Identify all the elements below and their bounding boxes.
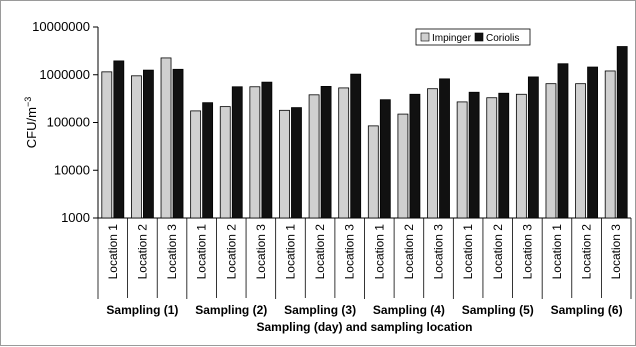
y-axis-title: CFU/m−3 (23, 97, 39, 148)
y-tick-label: 1000 (61, 210, 90, 225)
x-group-label: Sampling (3) (284, 303, 356, 317)
bar-coriolis (261, 81, 273, 219)
x-category-label: Location 3 (432, 224, 446, 280)
bar-impinger (190, 110, 202, 219)
bar-impinger (131, 75, 142, 219)
bar-impinger (101, 71, 113, 219)
x-category-labels: Location 1 Location 2 Location 3 Location 1… (106, 224, 623, 280)
x-group-labels: Sampling (1) Sampling (2) Sampling (3) Samp… (106, 303, 622, 317)
bar-impinger (308, 94, 320, 219)
y-tick-labels: 1000 10000 100000 1000000 10000000 (32, 19, 90, 225)
bar-coriolis (468, 91, 480, 219)
bar-impinger (545, 83, 557, 219)
axis-lines (93, 26, 632, 299)
bar-coriolis (409, 93, 421, 219)
x-category-label: Location 1 (550, 224, 564, 280)
y-tick-label: 10000000 (32, 19, 90, 34)
bar-coriolis (557, 63, 569, 219)
x-category-label: Location 2 (580, 224, 594, 280)
x-group-label: Sampling (6) (551, 303, 623, 317)
x-category-label: Location 2 (313, 224, 327, 280)
x-category-label: Location 3 (165, 224, 179, 280)
bar-coriolis (439, 78, 450, 219)
x-group-label: Sampling (5) (462, 303, 534, 317)
x-category-label: Location 2 (135, 224, 149, 280)
bar-impinger (397, 113, 409, 219)
bar-coriolis (498, 92, 510, 219)
x-category-label: Location 3 (254, 224, 268, 280)
bar-coriolis (616, 46, 628, 219)
x-category-label: Location 1 (461, 224, 475, 280)
bar-coriolis (231, 86, 243, 219)
bars (101, 46, 628, 219)
legend-label-impinger: Impinger (432, 33, 472, 44)
bar-coriolis (113, 60, 125, 219)
bar-coriolis (291, 107, 302, 219)
x-category-label: Location 2 (491, 224, 505, 280)
bar-coriolis (587, 66, 598, 219)
y-axis-title-unit: CFU/m (24, 107, 39, 148)
bar-coriolis (350, 73, 362, 219)
bar-coriolis (320, 86, 332, 219)
y-tick-label: 10000 (54, 162, 90, 177)
bar-impinger (367, 125, 379, 219)
bar-impinger (427, 88, 438, 219)
x-group-label: Sampling (1) (106, 303, 178, 317)
x-category-label: Location 3 (609, 224, 623, 280)
y-axis-title-exponent: −3 (23, 97, 33, 107)
bar-impinger (249, 86, 261, 219)
legend: Impinger Coriolis (415, 28, 531, 46)
x-category-label: Location 2 (224, 224, 238, 280)
bar-impinger (456, 101, 468, 219)
legend-label-coriolis: Coriolis (486, 33, 519, 44)
legend-swatch-coriolis (474, 32, 484, 42)
x-category-label: Location 2 (402, 224, 416, 280)
bar-coriolis (202, 102, 214, 219)
y-tick-label: 100000 (47, 115, 90, 130)
bar-impinger (279, 109, 290, 219)
y-tick-label: 1000000 (39, 67, 90, 82)
x-group-label: Sampling (2) (195, 303, 267, 317)
x-category-label: Location 1 (283, 224, 297, 280)
bar-coriolis (379, 99, 391, 219)
x-category-label: Location 3 (520, 224, 534, 280)
bar-impinger (515, 93, 527, 219)
x-category-label: Location 1 (372, 224, 386, 280)
bar-coriolis (172, 68, 184, 219)
bar-impinger (338, 87, 350, 219)
x-group-label: Sampling (4) (373, 303, 445, 317)
bar-impinger (604, 70, 616, 219)
x-category-label: Location 1 (195, 224, 209, 280)
bar-impinger (219, 106, 231, 219)
x-category-label: Location 3 (343, 224, 357, 280)
x-category-label: Location 1 (106, 224, 120, 280)
legend-swatch-impinger (420, 32, 430, 42)
x-axis-title: Sampling (day) and sampling location (256, 320, 472, 334)
bar-impinger (160, 57, 172, 219)
legend-box (415, 28, 531, 46)
bar-coriolis (527, 76, 539, 219)
bar-impinger (486, 97, 498, 219)
bar-coriolis (143, 69, 154, 219)
bar-impinger (575, 83, 586, 219)
